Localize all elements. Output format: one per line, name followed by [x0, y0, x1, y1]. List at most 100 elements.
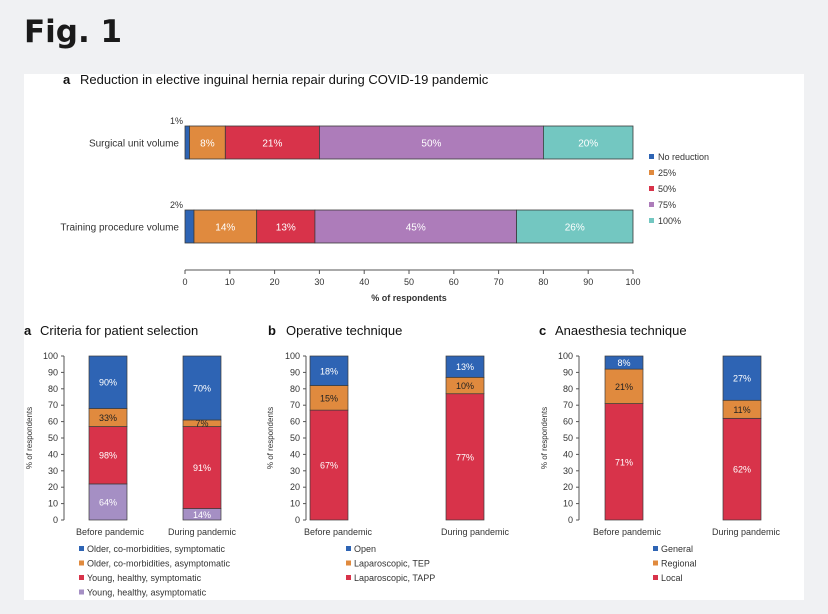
data-label: 18%	[320, 366, 338, 376]
data-label: 45%	[406, 223, 426, 234]
chart-title: Anaesthesia technique	[555, 323, 687, 338]
legend-swatch	[79, 560, 84, 566]
data-label: 98%	[99, 451, 117, 461]
bar-segment	[309, 385, 349, 411]
legend-swatch	[649, 154, 654, 159]
legend-label: Open	[354, 544, 376, 554]
data-label: 71%	[615, 457, 633, 467]
criteria-chart: a Criteria for patient selection 0 10 20 30 40…	[24, 323, 237, 598]
y-tick-label: 90	[563, 367, 573, 377]
y-tick-label: 60	[563, 417, 573, 427]
bar-segment	[604, 403, 644, 521]
y-tick-label: 50	[48, 433, 58, 443]
category-label: During pandemic	[441, 527, 510, 537]
x-tick-label: 100	[625, 277, 640, 287]
bar-segment	[224, 125, 320, 160]
top-chart: a Reduction in elective inguinal hernia r…	[60, 72, 709, 303]
bar-segment	[184, 209, 195, 244]
y-tick-label: 30	[563, 466, 573, 476]
y-axis-label: % of respondents	[25, 407, 34, 469]
legend-swatch	[79, 575, 84, 580]
bar-segment	[543, 125, 634, 160]
data-label: 70%	[193, 383, 211, 393]
data-label: 67%	[320, 461, 338, 471]
figure-title: Fig. 1	[24, 14, 123, 50]
y-tick-label: 80	[290, 384, 300, 394]
bar-segment	[604, 355, 644, 370]
x-tick-label: 70	[494, 277, 504, 287]
legend-swatch	[346, 560, 351, 566]
data-label: 27%	[733, 374, 751, 384]
y-tick-label: 20	[290, 482, 300, 492]
y-tick-label: 10	[290, 499, 300, 509]
data-label: 14%	[193, 510, 211, 520]
legend-label: 100%	[658, 216, 681, 226]
operative-chart: b Operative technique 0 10 20 30 40 50 60 70 80 90 1…	[266, 323, 510, 583]
data-label: 13%	[456, 362, 474, 372]
legend-label: No reduction	[658, 152, 709, 162]
bar-segment	[88, 426, 128, 485]
bar-segment	[182, 355, 222, 421]
y-tick-label: 90	[290, 367, 300, 377]
legend-swatch	[653, 546, 658, 551]
data-label: 8%	[617, 358, 630, 368]
legend-label: Regional	[661, 559, 697, 569]
data-label: 62%	[733, 465, 751, 475]
legend-swatch	[649, 218, 654, 223]
data-label: 15%	[320, 393, 338, 403]
bar-segment	[722, 417, 762, 521]
chart-title: Criteria for patient selection	[40, 323, 198, 338]
legend-swatch	[346, 546, 351, 551]
y-tick-label: 0	[295, 515, 300, 525]
y-tick-label: 40	[563, 449, 573, 459]
legend-label: General	[661, 544, 693, 554]
x-axis-label: % of respondents	[371, 293, 447, 303]
x-tick-label: 20	[270, 277, 280, 287]
bar-segment	[445, 393, 485, 521]
bar-segment	[256, 209, 316, 244]
legend-label: 50%	[658, 184, 676, 194]
legend-swatch	[346, 575, 351, 580]
category-label: During pandemic	[168, 527, 237, 537]
data-label: 1%	[170, 116, 183, 126]
legend-swatch	[653, 560, 658, 566]
y-tick-label: 30	[48, 466, 58, 476]
y-tick-label: 20	[48, 482, 58, 492]
y-tick-label: 80	[563, 384, 573, 394]
legend-label: Young, healthy, asymptomatic	[87, 588, 207, 598]
bar-segment	[516, 209, 634, 244]
y-tick-label: 60	[48, 417, 58, 427]
y-tick-label: 40	[48, 449, 58, 459]
legend-label: Local	[661, 573, 683, 583]
x-tick-label: 40	[359, 277, 369, 287]
legend-swatch	[653, 575, 658, 580]
y-tick-label: 80	[48, 384, 58, 394]
data-label: 11%	[733, 405, 750, 415]
y-tick-label: 10	[48, 499, 58, 509]
y-tick-label: 100	[558, 351, 573, 361]
data-label: 26%	[565, 223, 585, 234]
y-tick-label: 100	[43, 351, 58, 361]
legend-label: Laparoscopic, TEP	[354, 559, 430, 569]
y-axis-label: % of respondents	[540, 407, 549, 469]
y-tick-label: 10	[563, 499, 573, 509]
bar-segment	[314, 209, 517, 244]
y-tick-label: 60	[290, 417, 300, 427]
panel-letter: c	[539, 323, 546, 338]
bar-segment	[722, 355, 762, 401]
x-tick-label: 60	[449, 277, 459, 287]
figure-panel: a Reduction in elective inguinal hernia r…	[24, 72, 804, 600]
category-label: Before pandemic	[593, 527, 662, 537]
data-label: 20%	[578, 139, 598, 150]
y-tick-label: 90	[48, 367, 58, 377]
x-tick-label: 90	[583, 277, 593, 287]
legend-swatch	[79, 546, 84, 551]
legend-label: Laparoscopic, TAPP	[354, 573, 435, 583]
bar-segment	[309, 409, 349, 521]
y-tick-label: 50	[290, 433, 300, 443]
legend-swatch	[649, 202, 654, 207]
bar-segment	[318, 125, 544, 160]
y-tick-label: 50	[563, 433, 573, 443]
y-axis-label: % of respondents	[266, 407, 275, 469]
legend-swatch	[649, 186, 654, 191]
